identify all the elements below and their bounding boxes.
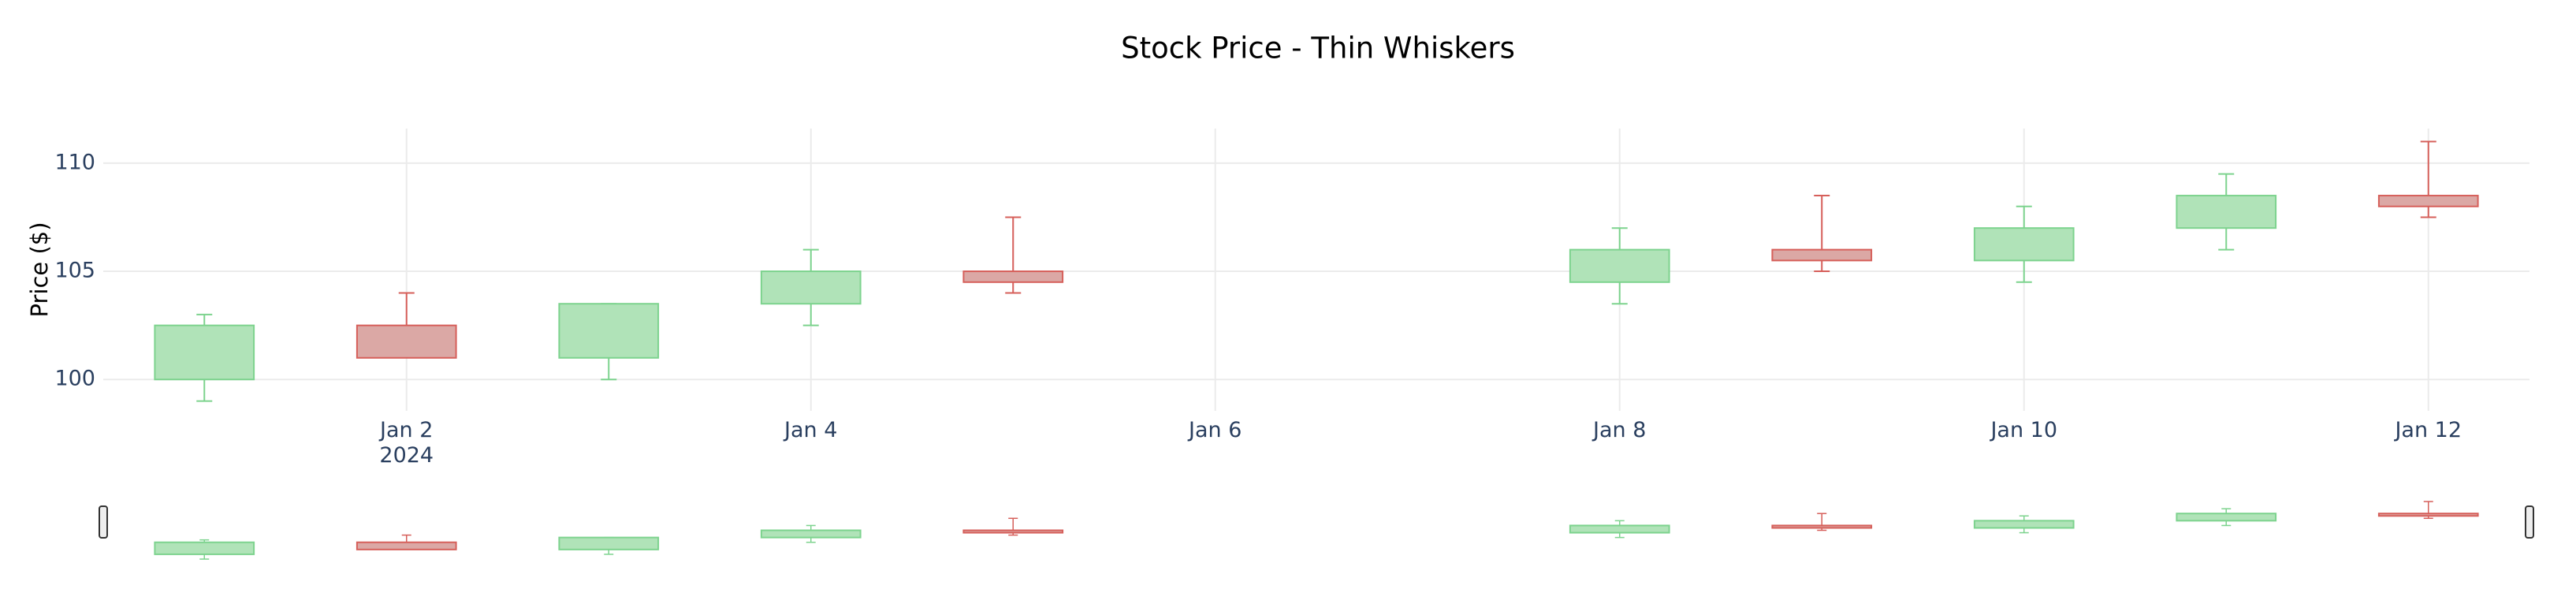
slider-candle-body [154, 541, 255, 555]
slider-candle-body [1569, 524, 1670, 534]
x-tick-label: Jan 12 [2393, 418, 2462, 442]
slider-candle-body [1973, 520, 2075, 529]
slider-handle [99, 505, 108, 539]
x-tick-label: Jan 10 [1989, 418, 2057, 442]
slider-candle-body [1771, 524, 1873, 529]
candle-body [1771, 248, 1873, 262]
slider-candle-body [356, 541, 457, 550]
slider-candle-body [962, 529, 1064, 534]
y-axis-label: Price ($) [26, 222, 53, 317]
candle-body [1569, 248, 1670, 283]
chart-title: Stock Price - Thin Whiskers [1121, 32, 1515, 65]
candle-body [2377, 195, 2479, 207]
candle-body [1973, 227, 2075, 262]
slider-handle [2525, 505, 2534, 539]
slider-candle-body [2377, 513, 2479, 517]
candle-body [558, 303, 660, 359]
x-tick-label: Jan 4 [783, 418, 837, 442]
x-tick-label: Jan 8 [1591, 418, 1646, 442]
candle-body [962, 270, 1064, 283]
x-tick-label: Jan 2 2024 [378, 418, 434, 468]
slider-candle-body [558, 536, 660, 550]
x-tick-label: Jan 6 [1187, 418, 1241, 442]
slider-candle-body [2176, 513, 2277, 522]
y-tick-label: 110 [54, 150, 95, 174]
candle-body [2176, 195, 2277, 229]
candle-body [760, 270, 862, 305]
slider-candle-body [760, 529, 862, 539]
candle-body [356, 324, 457, 359]
candle-body [154, 324, 255, 381]
y-tick-label: 105 [54, 259, 95, 283]
y-tick-label: 100 [54, 367, 95, 391]
